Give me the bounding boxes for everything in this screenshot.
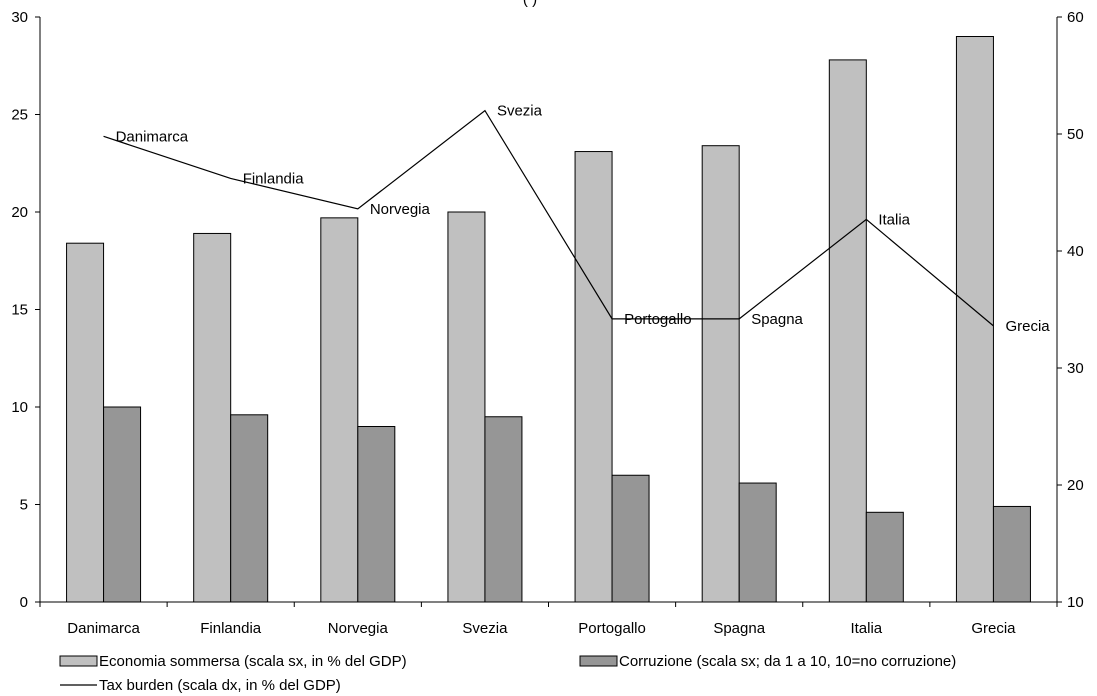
x-tick-label: Italia (850, 620, 882, 637)
tax-burden-line (103, 109, 994, 327)
x-tick-label: Finlandia (200, 620, 262, 637)
x-tick-label: Portogallo (578, 620, 646, 637)
bar-economia-sommersa (955, 36, 994, 603)
legend-label-economia-sommersa: Economia sommersa (scala sx, in % del GD… (99, 653, 407, 670)
line-point-label: Italia (878, 211, 910, 228)
bar-corruzione (103, 406, 142, 603)
chart-title: ( ) (523, 0, 537, 8)
bar-economia-sommersa (574, 151, 613, 603)
left-tick-label: 30 (11, 9, 28, 26)
right-tick-label: 60 (1067, 9, 1084, 26)
x-tick-label: Spagna (713, 620, 765, 637)
left-tick-label: 5 (20, 497, 28, 514)
bar-corruzione (230, 414, 269, 603)
left-tick-label: 20 (11, 204, 28, 221)
line-point-label: Danimarca (116, 128, 189, 145)
right-tick-label: 20 (1067, 477, 1084, 494)
legend-swatch-corruzione (579, 655, 618, 667)
line-point-label: Spagna (751, 311, 803, 328)
line-point-label: Svezia (497, 103, 543, 120)
x-tick-label: Norvegia (328, 620, 389, 637)
bar-economia-sommersa (828, 59, 867, 603)
bar-corruzione (865, 511, 904, 603)
right-tick-label: 30 (1067, 360, 1084, 377)
x-tick-label: Danimarca (67, 620, 140, 637)
bar-economia-sommersa (701, 145, 740, 603)
bar-corruzione (738, 482, 777, 603)
legend-swatch-economia-sommersa (59, 655, 98, 667)
bar-economia-sommersa (447, 211, 486, 603)
bar-economia-sommersa (193, 232, 232, 603)
line-point-label: Portogallo (624, 311, 692, 328)
right-tick-label: 50 (1067, 126, 1084, 143)
bar-corruzione (992, 505, 1031, 603)
right-tick-label: 40 (1067, 243, 1084, 260)
line-point-label: Finlandia (243, 170, 305, 187)
x-tick-label: Svezia (462, 620, 508, 637)
line-point-label: Norvegia (370, 201, 431, 218)
left-tick-label: 10 (11, 399, 28, 416)
left-tick-label: 0 (20, 594, 28, 611)
left-tick-label: 15 (11, 302, 28, 319)
bar-corruzione (357, 426, 396, 603)
bar-economia-sommersa (320, 217, 359, 603)
line-point-label: Grecia (1005, 318, 1050, 335)
left-tick-label: 25 (11, 107, 28, 124)
legend-label-tax-burden: Tax burden (scala dx, in % del GDP) (99, 677, 341, 694)
bar-economia-sommersa (66, 242, 105, 603)
bar-corruzione (611, 474, 650, 603)
bar-corruzione (484, 416, 523, 603)
right-tick-label: 10 (1067, 594, 1084, 611)
x-tick-label: Grecia (971, 620, 1016, 637)
legend-label-corruzione: Corruzione (scala sx; da 1 a 10, 10=no c… (619, 653, 956, 670)
